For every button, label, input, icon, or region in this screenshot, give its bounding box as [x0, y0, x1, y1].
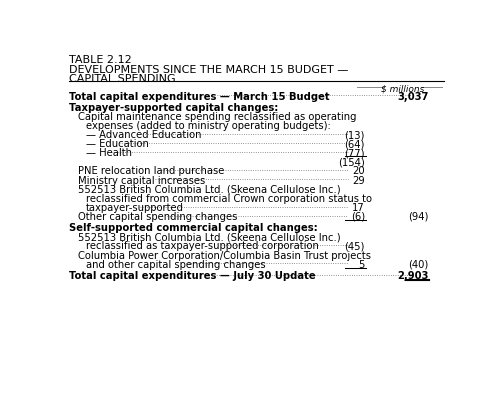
Text: 20: 20: [352, 166, 365, 176]
Text: Columbia Power Corporation/Columbia Basin Trust projects: Columbia Power Corporation/Columbia Basi…: [78, 250, 371, 260]
Text: TABLE 2.12: TABLE 2.12: [68, 55, 132, 65]
Text: (13): (13): [344, 130, 365, 140]
Text: Total capital expenditures — July 30 Update: Total capital expenditures — July 30 Upd…: [68, 271, 316, 281]
Text: 17: 17: [352, 203, 365, 213]
Text: 29: 29: [352, 176, 365, 186]
Text: PNE relocation land purchase: PNE relocation land purchase: [78, 166, 225, 176]
Text: — Education: — Education: [86, 139, 148, 149]
Text: Taxpayer-supported capital changes:: Taxpayer-supported capital changes:: [68, 103, 278, 113]
Text: Self-supported commercial capital changes:: Self-supported commercial capital change…: [68, 223, 318, 233]
Text: and other capital spending changes: and other capital spending changes: [86, 260, 266, 270]
Text: (45): (45): [344, 242, 365, 252]
Text: Total capital expenditures — March 15 Budget: Total capital expenditures — March 15 Bu…: [68, 92, 330, 102]
Text: 552513 British Columbia Ltd. (Skeena Cellulose Inc.): 552513 British Columbia Ltd. (Skeena Cel…: [78, 185, 340, 195]
Text: expenses (added to ministry operating budgets):: expenses (added to ministry operating bu…: [86, 121, 330, 131]
Text: (6): (6): [350, 212, 365, 222]
Text: DEVELOPMENTS SINCE THE MARCH 15 BUDGET —: DEVELOPMENTS SINCE THE MARCH 15 BUDGET —: [68, 64, 348, 74]
Text: (94): (94): [408, 212, 428, 222]
Text: reclassified as taxpayer-supported corporation: reclassified as taxpayer-supported corpo…: [86, 242, 318, 252]
Text: Capital maintenance spending reclassified as operating: Capital maintenance spending reclassifie…: [78, 112, 356, 122]
Text: — Advanced Education: — Advanced Education: [86, 130, 201, 140]
Text: (77): (77): [344, 149, 365, 158]
Text: (64): (64): [344, 139, 365, 149]
Text: (40): (40): [408, 260, 428, 270]
Text: reclassified from commercial Crown corporation status to: reclassified from commercial Crown corpo…: [86, 194, 372, 204]
Text: (154): (154): [338, 157, 365, 167]
Text: — Health: — Health: [86, 149, 132, 158]
Text: Ministry capital increases: Ministry capital increases: [78, 176, 206, 186]
Text: 5: 5: [358, 260, 365, 270]
Text: 552513 British Columbia Ltd. (Skeena Cellulose Inc.): 552513 British Columbia Ltd. (Skeena Cel…: [78, 233, 340, 243]
Text: CAPITAL SPENDING: CAPITAL SPENDING: [68, 74, 176, 84]
Text: 2,903: 2,903: [397, 271, 428, 281]
Text: 3,037: 3,037: [397, 92, 428, 102]
Text: Other capital spending changes: Other capital spending changes: [78, 212, 237, 222]
Text: $ millions: $ millions: [381, 84, 424, 94]
Text: taxpayer-supported: taxpayer-supported: [86, 203, 184, 213]
